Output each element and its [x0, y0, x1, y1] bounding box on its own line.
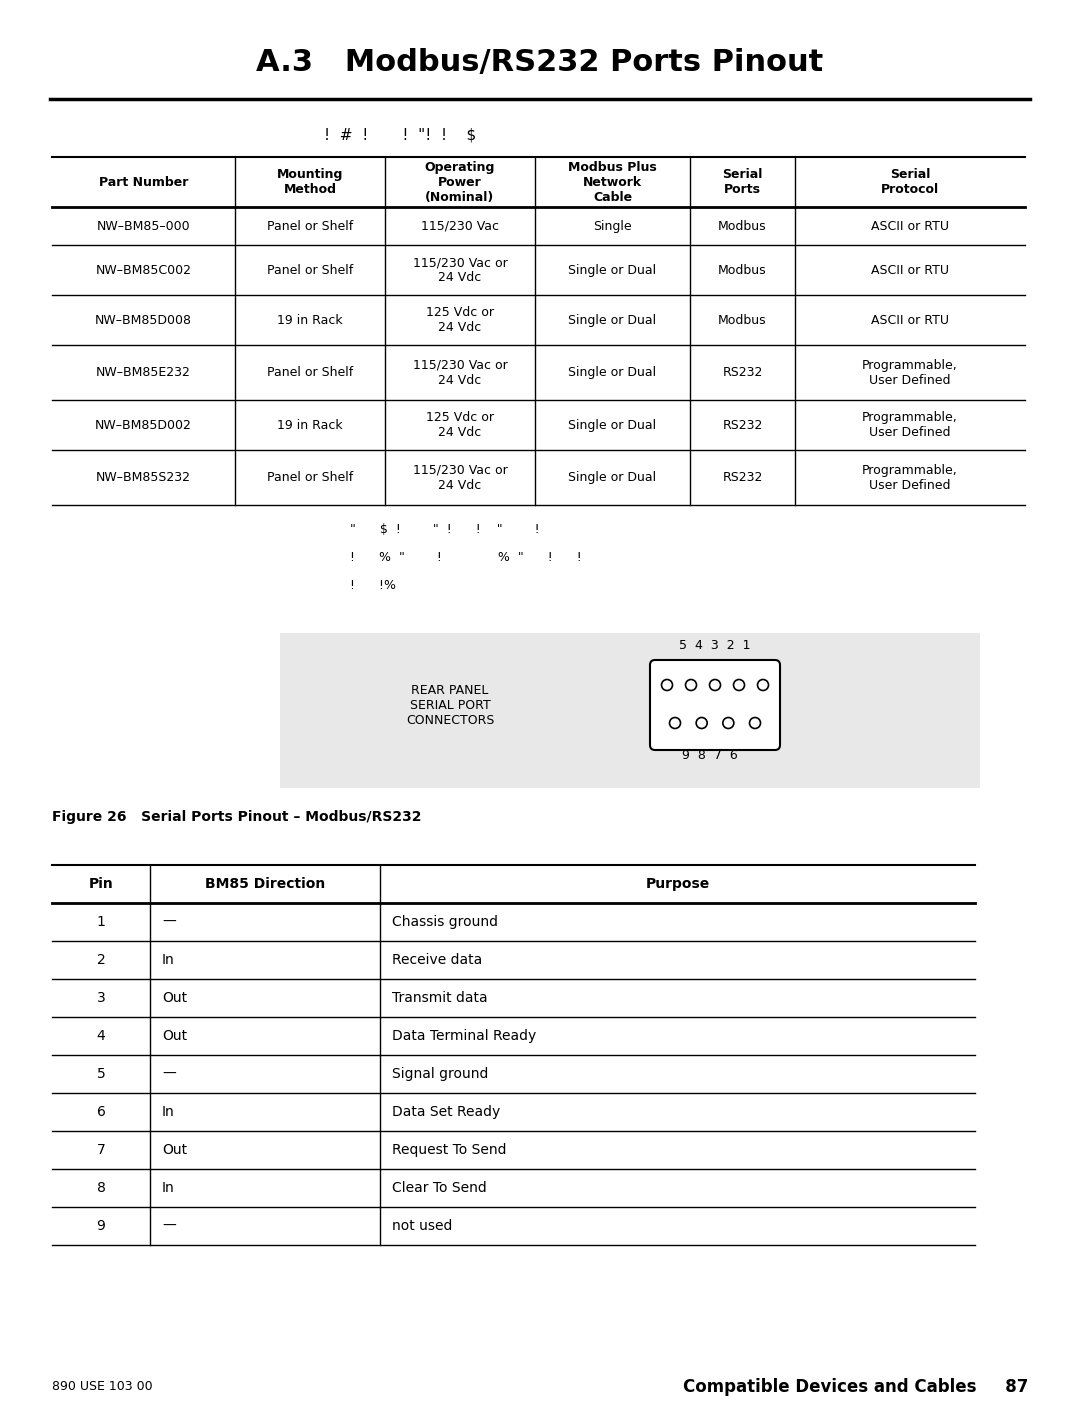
Text: Chassis ground: Chassis ground: [392, 915, 498, 930]
Text: In: In: [162, 1105, 175, 1119]
Text: Request To Send: Request To Send: [392, 1144, 507, 1158]
Text: In: In: [162, 954, 175, 966]
Text: Panel or Shelf: Panel or Shelf: [267, 470, 353, 485]
Text: 9: 9: [96, 1219, 106, 1233]
Text: 19 in Rack: 19 in Rack: [278, 313, 342, 326]
Circle shape: [710, 680, 720, 690]
Text: Single or Dual: Single or Dual: [568, 470, 657, 485]
Text: —: —: [162, 915, 176, 930]
Text: Out: Out: [162, 1029, 187, 1043]
Text: 115/230 Vac or
24 Vdc: 115/230 Vac or 24 Vdc: [413, 463, 508, 492]
Text: Transmit data: Transmit data: [392, 990, 488, 1005]
Text: Programmable,
User Defined: Programmable, User Defined: [862, 463, 958, 492]
Text: 6: 6: [96, 1105, 106, 1119]
Text: Panel or Shelf: Panel or Shelf: [267, 264, 353, 276]
Text: Single: Single: [593, 220, 632, 232]
Text: 890 USE 103 00: 890 USE 103 00: [52, 1380, 152, 1393]
Circle shape: [662, 680, 673, 690]
Text: Part Number: Part Number: [98, 176, 188, 188]
Text: Receive data: Receive data: [392, 954, 483, 966]
Text: Modbus: Modbus: [718, 313, 767, 326]
Text: "      $  !        "  !      !    "        !: " $ ! " ! ! " !: [350, 523, 540, 536]
Text: Serial
Ports: Serial Ports: [723, 169, 762, 196]
Text: —: —: [162, 1219, 176, 1233]
Text: Single or Dual: Single or Dual: [568, 366, 657, 378]
Text: 8: 8: [96, 1180, 106, 1195]
Text: NW–BM85S232: NW–BM85S232: [96, 470, 191, 485]
Circle shape: [697, 717, 707, 728]
FancyBboxPatch shape: [280, 633, 980, 788]
Text: NW–BM85C002: NW–BM85C002: [95, 264, 191, 276]
Text: 2: 2: [96, 954, 106, 966]
Text: Single or Dual: Single or Dual: [568, 418, 657, 432]
Text: NW–BM85E232: NW–BM85E232: [96, 366, 191, 378]
Text: 7: 7: [96, 1144, 106, 1158]
Text: REAR PANEL
SERIAL PORT
CONNECTORS: REAR PANEL SERIAL PORT CONNECTORS: [406, 684, 495, 727]
Circle shape: [750, 717, 760, 728]
Text: —: —: [162, 1067, 176, 1081]
Circle shape: [723, 717, 733, 728]
Text: RS232: RS232: [723, 418, 762, 432]
Text: Modbus Plus
Network
Cable: Modbus Plus Network Cable: [568, 160, 657, 204]
Text: NW–BM85–000: NW–BM85–000: [97, 220, 190, 232]
Text: Pin: Pin: [89, 877, 113, 891]
Text: Single or Dual: Single or Dual: [568, 264, 657, 276]
Text: RS232: RS232: [723, 366, 762, 378]
Text: 115/230 Vac: 115/230 Vac: [421, 220, 499, 232]
Text: 19 in Rack: 19 in Rack: [278, 418, 342, 432]
Text: RS232: RS232: [723, 470, 762, 485]
Circle shape: [733, 680, 744, 690]
Text: 4: 4: [96, 1029, 106, 1043]
Text: Clear To Send: Clear To Send: [392, 1180, 487, 1195]
Text: 115/230 Vac or
24 Vdc: 115/230 Vac or 24 Vdc: [413, 256, 508, 283]
Text: In: In: [162, 1180, 175, 1195]
Text: ASCII or RTU: ASCII or RTU: [870, 220, 949, 232]
Text: NW–BM85D008: NW–BM85D008: [95, 313, 192, 326]
Text: ASCII or RTU: ASCII or RTU: [870, 264, 949, 276]
Text: Signal ground: Signal ground: [392, 1067, 488, 1081]
Text: NW–BM85D002: NW–BM85D002: [95, 418, 192, 432]
Text: Programmable,
User Defined: Programmable, User Defined: [862, 359, 958, 387]
Text: Out: Out: [162, 1144, 187, 1158]
Text: 5: 5: [96, 1067, 106, 1081]
Text: Data Terminal Ready: Data Terminal Ready: [392, 1029, 537, 1043]
Text: Purpose: Purpose: [646, 877, 710, 891]
Text: Modbus: Modbus: [718, 264, 767, 276]
Text: Out: Out: [162, 990, 187, 1005]
Text: Panel or Shelf: Panel or Shelf: [267, 366, 353, 378]
Text: !      %  "        !              %  "      !      !: ! % " ! % " ! !: [350, 551, 582, 564]
Text: 1: 1: [96, 915, 106, 930]
Text: 115/230 Vac or
24 Vdc: 115/230 Vac or 24 Vdc: [413, 359, 508, 387]
Circle shape: [670, 717, 680, 728]
Text: 9  8  7  6: 9 8 7 6: [683, 748, 738, 761]
Text: A.3   Modbus/RS232 Ports Pinout: A.3 Modbus/RS232 Ports Pinout: [256, 48, 824, 77]
Text: ASCII or RTU: ASCII or RTU: [870, 313, 949, 326]
Text: !  #  !       !  "!  !    $: ! # ! ! "! ! $: [324, 128, 476, 143]
Text: 125 Vdc or
24 Vdc: 125 Vdc or 24 Vdc: [426, 306, 494, 334]
Text: BM85 Direction: BM85 Direction: [205, 877, 325, 891]
Circle shape: [686, 680, 697, 690]
Text: 3: 3: [96, 990, 106, 1005]
FancyBboxPatch shape: [650, 660, 780, 750]
Text: Panel or Shelf: Panel or Shelf: [267, 220, 353, 232]
Text: Serial
Protocol: Serial Protocol: [881, 169, 940, 196]
Text: not used: not used: [392, 1219, 453, 1233]
Text: !      !%: ! !%: [350, 580, 396, 592]
Text: 125 Vdc or
24 Vdc: 125 Vdc or 24 Vdc: [426, 411, 494, 439]
Text: Single or Dual: Single or Dual: [568, 313, 657, 326]
Text: Compatible Devices and Cables     87: Compatible Devices and Cables 87: [683, 1377, 1028, 1396]
Text: Data Set Ready: Data Set Ready: [392, 1105, 500, 1119]
Text: Figure 26   Serial Ports Pinout – Modbus/RS232: Figure 26 Serial Ports Pinout – Modbus/R…: [52, 811, 421, 825]
Text: Mounting
Method: Mounting Method: [276, 169, 343, 196]
Text: 5  4  3  2  1: 5 4 3 2 1: [679, 639, 751, 652]
Text: Operating
Power
(Nominal): Operating Power (Nominal): [424, 160, 496, 204]
Circle shape: [757, 680, 769, 690]
Text: Modbus: Modbus: [718, 220, 767, 232]
Text: Programmable,
User Defined: Programmable, User Defined: [862, 411, 958, 439]
